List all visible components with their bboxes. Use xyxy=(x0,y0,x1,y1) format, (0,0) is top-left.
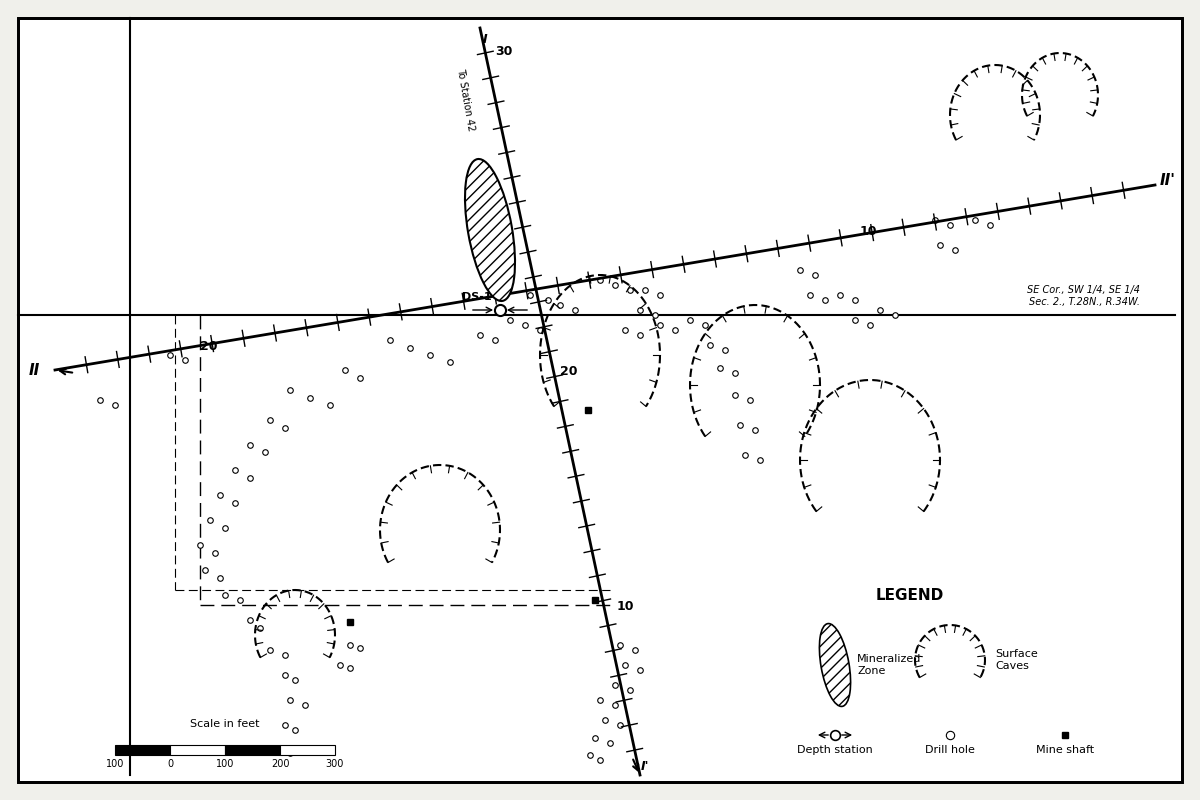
Text: 20: 20 xyxy=(200,340,217,353)
Text: 100: 100 xyxy=(216,759,234,769)
Text: I: I xyxy=(482,33,487,46)
Text: 0: 0 xyxy=(167,759,173,769)
Text: I': I' xyxy=(641,760,649,773)
Ellipse shape xyxy=(464,159,515,301)
Text: Scale in feet: Scale in feet xyxy=(191,719,259,729)
Text: Drill hole: Drill hole xyxy=(925,745,974,755)
Text: SE Cor., SW 1/4, SE 1/4
Sec. 2., T.28N., R.34W.: SE Cor., SW 1/4, SE 1/4 Sec. 2., T.28N.,… xyxy=(1027,285,1140,306)
Text: Depth station: Depth station xyxy=(797,745,872,755)
Text: LEGEND: LEGEND xyxy=(876,588,944,603)
Text: Surface
Caves: Surface Caves xyxy=(995,650,1038,670)
Text: 300: 300 xyxy=(326,759,344,769)
Text: II': II' xyxy=(1160,173,1176,188)
Bar xyxy=(115,745,170,755)
Text: 200: 200 xyxy=(271,759,289,769)
Text: 20: 20 xyxy=(560,365,577,378)
Ellipse shape xyxy=(820,623,851,706)
Text: 10: 10 xyxy=(860,225,877,238)
Bar xyxy=(170,745,226,755)
Text: DS-1: DS-1 xyxy=(462,292,492,302)
Text: Mineralized
Zone: Mineralized Zone xyxy=(857,654,922,676)
Text: II: II xyxy=(29,363,40,378)
Text: To Station 42: To Station 42 xyxy=(455,68,475,132)
Text: Mine shaft: Mine shaft xyxy=(1036,745,1094,755)
Bar xyxy=(280,745,335,755)
Text: 10: 10 xyxy=(617,600,635,613)
Text: 30: 30 xyxy=(496,45,512,58)
Bar xyxy=(226,745,280,755)
Text: 100: 100 xyxy=(106,759,124,769)
